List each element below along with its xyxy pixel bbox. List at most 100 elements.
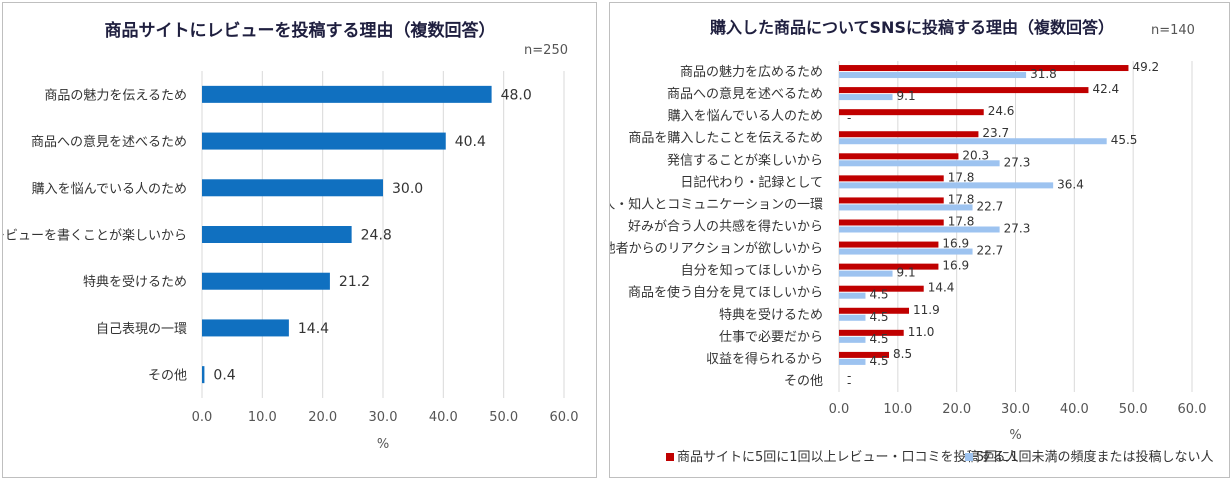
x-tick-label: 0.0 xyxy=(192,410,213,425)
bar-series-2 xyxy=(839,358,866,365)
category-label: 特典を受けるため xyxy=(719,308,823,323)
bar-series-1 xyxy=(839,197,944,204)
bar xyxy=(202,132,446,150)
data-label: 40.4 xyxy=(455,134,486,150)
bar-series-2 xyxy=(839,182,1054,189)
x-axis-label: % xyxy=(1009,428,1021,443)
data-label: 0.4 xyxy=(213,368,235,384)
data-label: 4.5 xyxy=(869,310,888,324)
legend-label-series-2: 5回に1回未満の頻度または投稿しない人 xyxy=(976,449,1214,465)
chart-title: 商品サイトにレビューを投稿する理由（複数回答） xyxy=(105,20,496,41)
x-tick-label: 60.0 xyxy=(550,410,579,425)
bar xyxy=(202,366,205,384)
data-label: 48.0 xyxy=(501,87,532,103)
category-label: 他者からのリアクションが欲しいから xyxy=(610,241,823,257)
data-label: 16.9 xyxy=(942,259,969,273)
bar-series-1 xyxy=(839,285,924,292)
data-label: 22.7 xyxy=(977,199,1004,213)
category-label: 購入を悩んでいる人のため xyxy=(668,109,823,124)
data-label: 30.0 xyxy=(392,181,423,197)
data-label: 9.1 xyxy=(897,89,916,103)
bar-series-2 xyxy=(839,314,866,321)
data-label: 4.5 xyxy=(869,354,888,368)
chart-panel-review-reasons: 商品サイトにレビューを投稿する理由（複数回答） n=250 0.0 10.0 20.0 3… xyxy=(2,2,597,478)
bar-series-2 xyxy=(839,248,973,255)
data-label: 16.9 xyxy=(942,237,969,251)
data-label: 17.8 xyxy=(948,215,975,229)
bar-series-1 xyxy=(839,65,1129,72)
bar-series-1 xyxy=(839,329,904,336)
category-label: 商品の魅力を伝えるため xyxy=(44,88,187,103)
data-label: 8.5 xyxy=(893,347,912,361)
data-label: 27.3 xyxy=(1004,155,1031,169)
bar-series-2 xyxy=(839,226,1000,233)
bar xyxy=(202,319,289,337)
bar-series-2 xyxy=(839,138,1107,145)
x-tick-label: 50.0 xyxy=(489,410,518,425)
bar-series-1 xyxy=(839,87,1089,94)
legend-swatch-series-1 xyxy=(666,453,674,461)
x-axis-label: % xyxy=(377,437,389,452)
data-label: 22.7 xyxy=(977,244,1004,258)
bar-series-1 xyxy=(839,263,939,270)
bar-series-2 xyxy=(839,292,866,299)
x-tick-label: 10.0 xyxy=(248,410,277,425)
bar-series-2 xyxy=(839,270,893,277)
legend-swatch-series-2 xyxy=(965,453,973,461)
bar-series-2 xyxy=(839,72,1027,79)
bar-series-1 xyxy=(839,307,910,314)
data-label: 42.4 xyxy=(1092,82,1119,96)
bar xyxy=(202,272,330,290)
bar-series-1 xyxy=(839,351,890,358)
category-label: 商品への意見を述べるため xyxy=(31,134,187,150)
category-label: レビューを書くことが楽しいから xyxy=(3,228,187,244)
data-label: 45.5 xyxy=(1111,133,1138,147)
chart-svg-sns-reasons: 購入した商品についてSNSに投稿する理由（複数回答） n=140 0.0 10.0 20… xyxy=(610,18,1214,465)
category-label: その他 xyxy=(148,369,187,384)
bar-series-1 xyxy=(839,219,944,226)
category-label: 商品への意見を述べるため xyxy=(667,86,823,102)
bar-series-2 xyxy=(839,160,1000,167)
bar-series-1 xyxy=(839,109,984,116)
x-tick-label: 20.0 xyxy=(308,410,337,425)
data-label: - xyxy=(847,369,851,383)
category-label: 自分を知ってほしいから xyxy=(681,263,823,279)
category-label: 友人・知人とコミュニケーションの一環 xyxy=(610,196,823,212)
category-label: 仕事で必要だから xyxy=(719,330,823,345)
x-tick-label: 60.0 xyxy=(1178,402,1207,417)
category-label: その他 xyxy=(784,374,823,389)
data-label: - xyxy=(847,111,851,125)
data-label: 14.4 xyxy=(298,321,329,337)
category-label: 購入を悩んでいる人のため xyxy=(32,182,187,197)
data-label: 11.0 xyxy=(908,325,935,339)
chart-svg-review-reasons: 商品サイトにレビューを投稿する理由（複数回答） n=250 0.0 10.0 20.0 3… xyxy=(3,20,579,452)
bar xyxy=(202,85,492,103)
data-label: 4.5 xyxy=(869,332,888,346)
category-label: 日記代わり・記録として xyxy=(680,174,823,190)
bar xyxy=(202,179,383,197)
bar-series-1 xyxy=(839,241,939,248)
x-tick-label: 40.0 xyxy=(429,410,458,425)
legend-label-series-1: 商品サイトに5回に1回以上レビュー・口コミを投稿する人 xyxy=(677,449,1019,465)
chart-panel-sns-reasons: 購入した商品についてSNSに投稿する理由（複数回答） n=140 0.0 10.0 20… xyxy=(609,2,1230,478)
category-label: 特典を受けるため xyxy=(83,275,187,290)
data-label: - xyxy=(847,376,851,390)
data-label: 27.3 xyxy=(1004,222,1031,236)
data-label: 23.7 xyxy=(982,126,1009,140)
category-label: 収益を得られるから xyxy=(706,351,823,367)
bar-series-1 xyxy=(839,131,979,138)
data-label: 17.8 xyxy=(948,192,975,206)
category-label: 商品を使う自分を見てほしいから xyxy=(628,285,823,301)
data-label: 36.4 xyxy=(1057,177,1084,191)
data-label: 17.8 xyxy=(948,170,975,184)
data-label: 21.2 xyxy=(339,274,370,290)
sample-size: n=140 xyxy=(1151,23,1195,38)
bar-series-1 xyxy=(839,175,944,182)
bar-series-2 xyxy=(839,94,893,101)
data-label: 9.1 xyxy=(897,266,916,280)
data-label: 24.6 xyxy=(988,104,1015,118)
x-tick-label: 40.0 xyxy=(1060,402,1089,417)
x-tick-label: 0.0 xyxy=(829,402,850,417)
data-label: 4.5 xyxy=(869,288,888,302)
chart-title: 購入した商品についてSNSに投稿する理由（複数回答） xyxy=(709,18,1114,37)
